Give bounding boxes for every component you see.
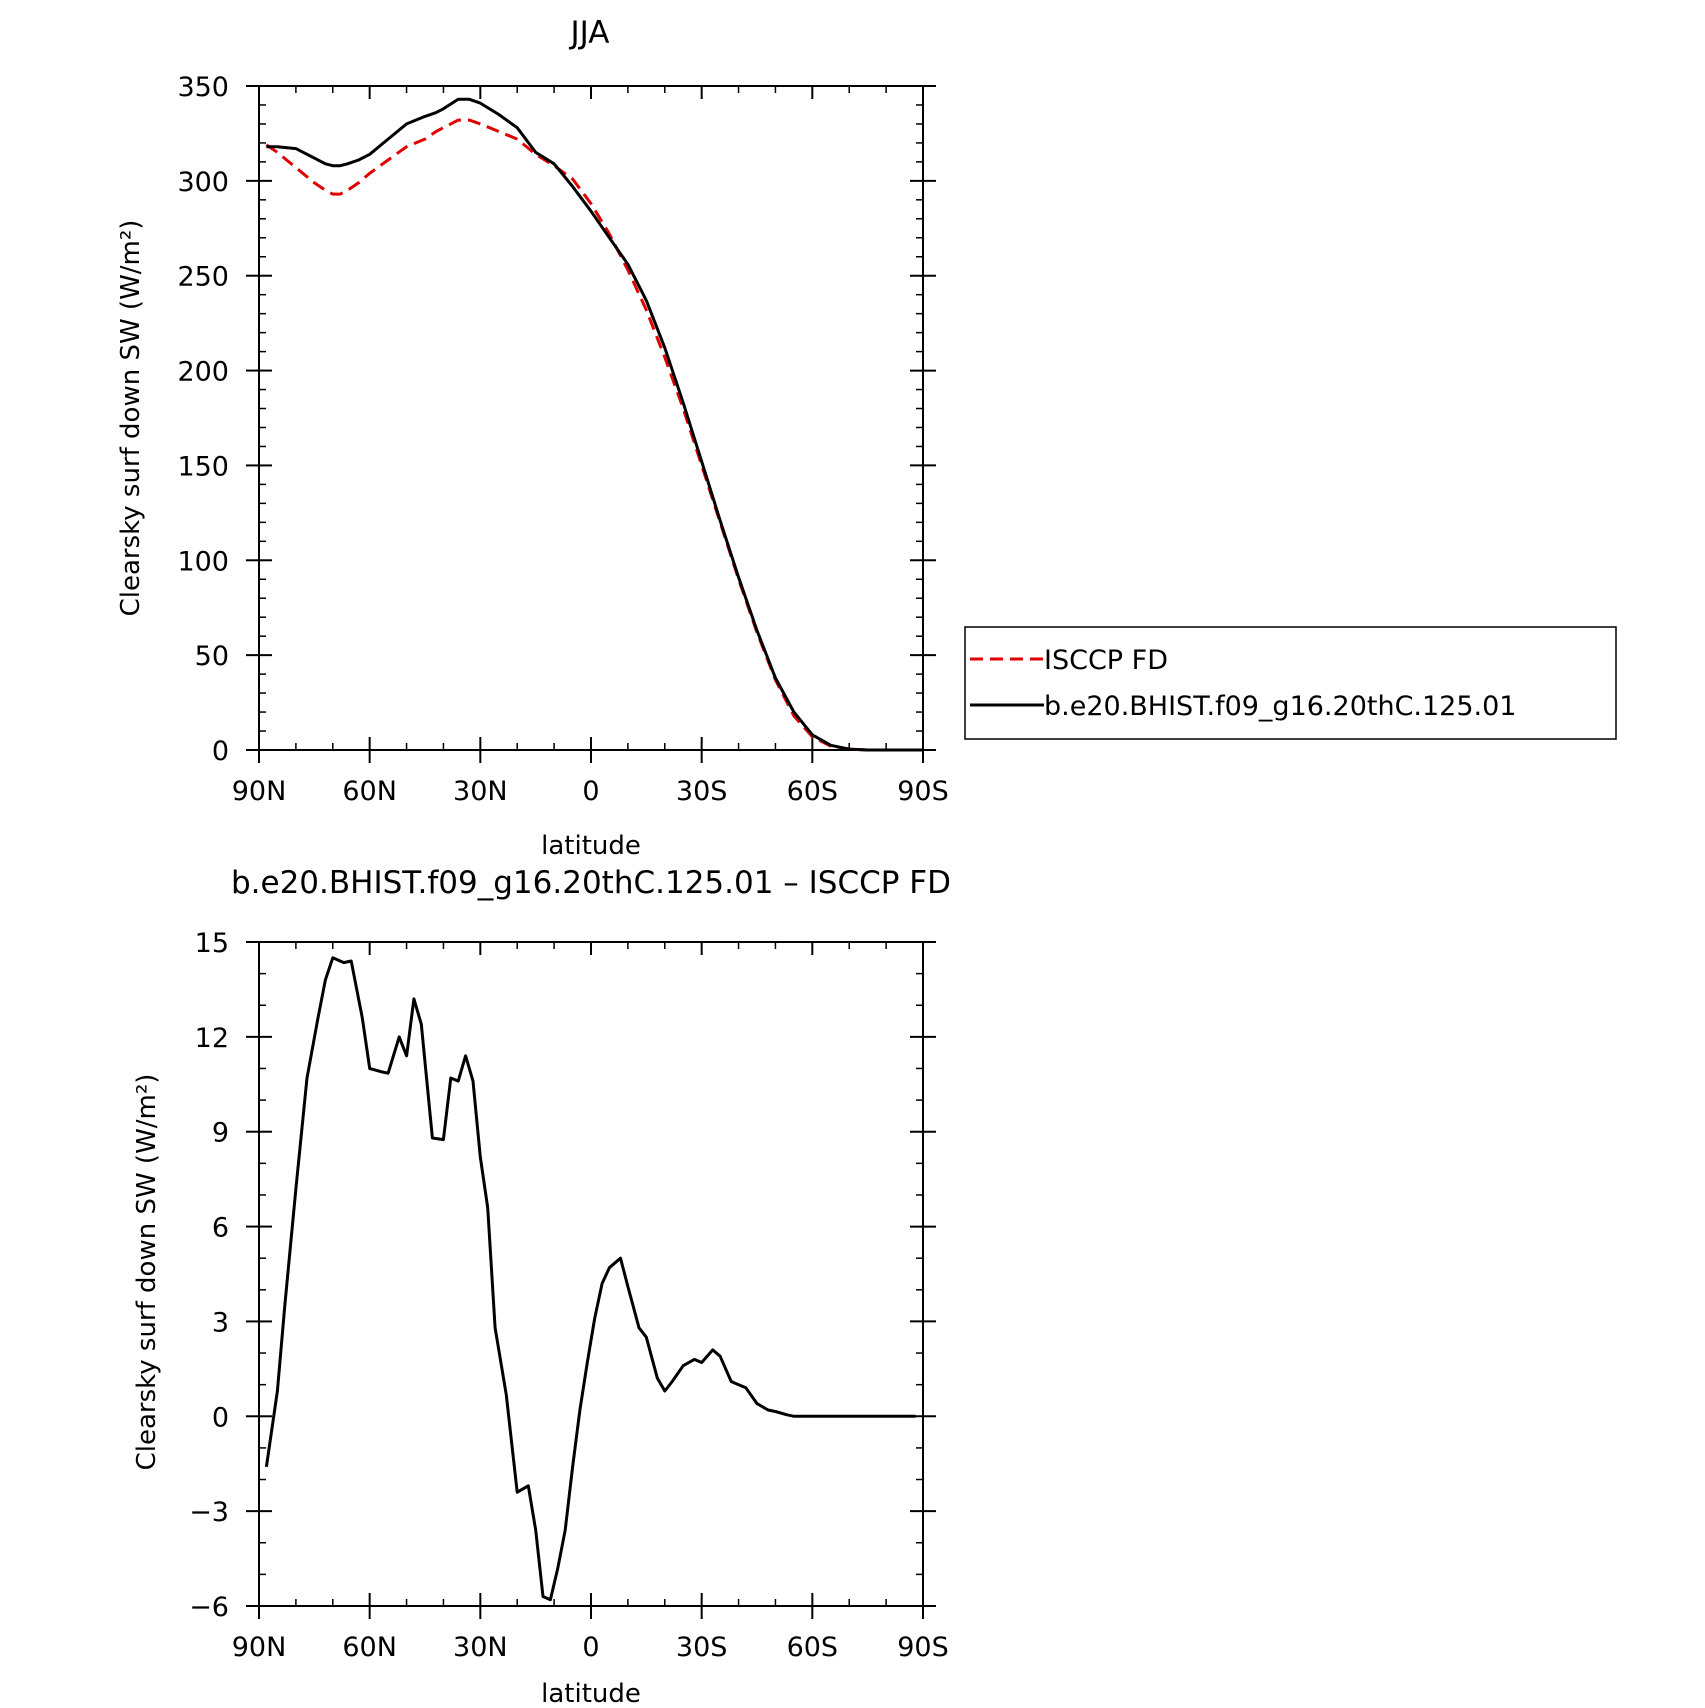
bottom-y-tick-label: 9 [212, 1118, 229, 1149]
bottom-y-tick-label: 6 [212, 1213, 229, 1244]
top-y-tick-label: 50 [195, 641, 229, 672]
bottom-y-tick-label: −6 [189, 1592, 229, 1623]
top-y-tick-label: 0 [212, 736, 229, 767]
top-x-tick-label: 30S [676, 776, 728, 807]
chart-bottom-series [264, 956, 916, 1602]
top-x-tick-label: 0 [582, 776, 599, 807]
chart-bottom-ticks: 90N 60N 30N 0 30S 60S 90S −6 −3 0 3 6 9 12 15 [189, 928, 949, 1663]
chart-top-xlabel: latitude [541, 831, 641, 861]
bottom-x-tick-label: 30N [453, 1632, 508, 1663]
legend-box [964, 626, 1617, 740]
top-y-tick-label: 300 [177, 167, 229, 198]
chart-top-ticks: 90N 60N 30N 0 30S 60S 90S 0 50 100 150 200 250 300 350 [177, 72, 948, 807]
top-series-line-1 [266, 97, 923, 752]
legend-label-model: b.e20.BHIST.f09_g16.20thC.125.01 [1044, 691, 1516, 722]
bottom-y-tick-label: 3 [212, 1307, 229, 1338]
bottom-x-tick-label: 90S [897, 1632, 949, 1663]
top-y-tick-label: 150 [177, 451, 229, 482]
top-x-tick-label: 90N [232, 776, 287, 807]
bottom-x-tick-label: 0 [582, 1632, 599, 1663]
top-y-tick-label: 350 [177, 72, 229, 103]
bottom-y-tick-label: 0 [212, 1402, 229, 1433]
top-y-tick-label: 100 [177, 546, 229, 577]
chart-bottom-frame [258, 941, 924, 1607]
bottom-x-tick-label: 30S [676, 1632, 728, 1663]
legend-label-isccp: ISCCP FD [1044, 645, 1168, 676]
top-x-tick-label: 30N [453, 776, 508, 807]
top-y-tick-label: 200 [177, 357, 229, 388]
chart-top-panel: JJA 90N 60N 30N 0 30S 60S 90S 0 50 100 150 200 250 30… [116, 15, 1617, 861]
bottom-y-tick-label: −3 [189, 1497, 229, 1528]
top-x-tick-label: 60N [342, 776, 397, 807]
top-y-tick-label: 250 [177, 262, 229, 293]
chart-bottom-xlabel: latitude [541, 1679, 641, 1708]
bottom-x-tick-label: 90N [232, 1632, 287, 1663]
chart-bottom-title: b.e20.BHIST.f09_g16.20thC.125.01 – ISCCP… [231, 865, 951, 901]
bottom-y-tick-label: 15 [195, 928, 229, 959]
chart-top-ylabel: Clearsky surf down SW (W/m²) [116, 220, 146, 617]
bottom-x-tick-label: 60S [787, 1632, 839, 1663]
top-series-line-0 [265, 118, 923, 752]
bottom-series-line-0 [264, 956, 916, 1602]
chart-top-series [265, 97, 923, 752]
chart-top-legend: ISCCP FD b.e20.BHIST.f09_g16.20thC.125.0… [964, 626, 1617, 740]
chart-top-frame [258, 85, 924, 751]
chart-top-title: JJA [569, 15, 610, 51]
top-x-tick-label: 90S [897, 776, 949, 807]
bottom-y-tick-label: 12 [195, 1023, 229, 1054]
top-x-tick-label: 60S [787, 776, 839, 807]
chart-bottom-ylabel: Clearsky surf down SW (W/m²) [132, 1074, 162, 1471]
chart-bottom-panel: b.e20.BHIST.f09_g16.20thC.125.01 – ISCCP… [132, 865, 951, 1708]
bottom-x-tick-label: 60N [342, 1632, 397, 1663]
